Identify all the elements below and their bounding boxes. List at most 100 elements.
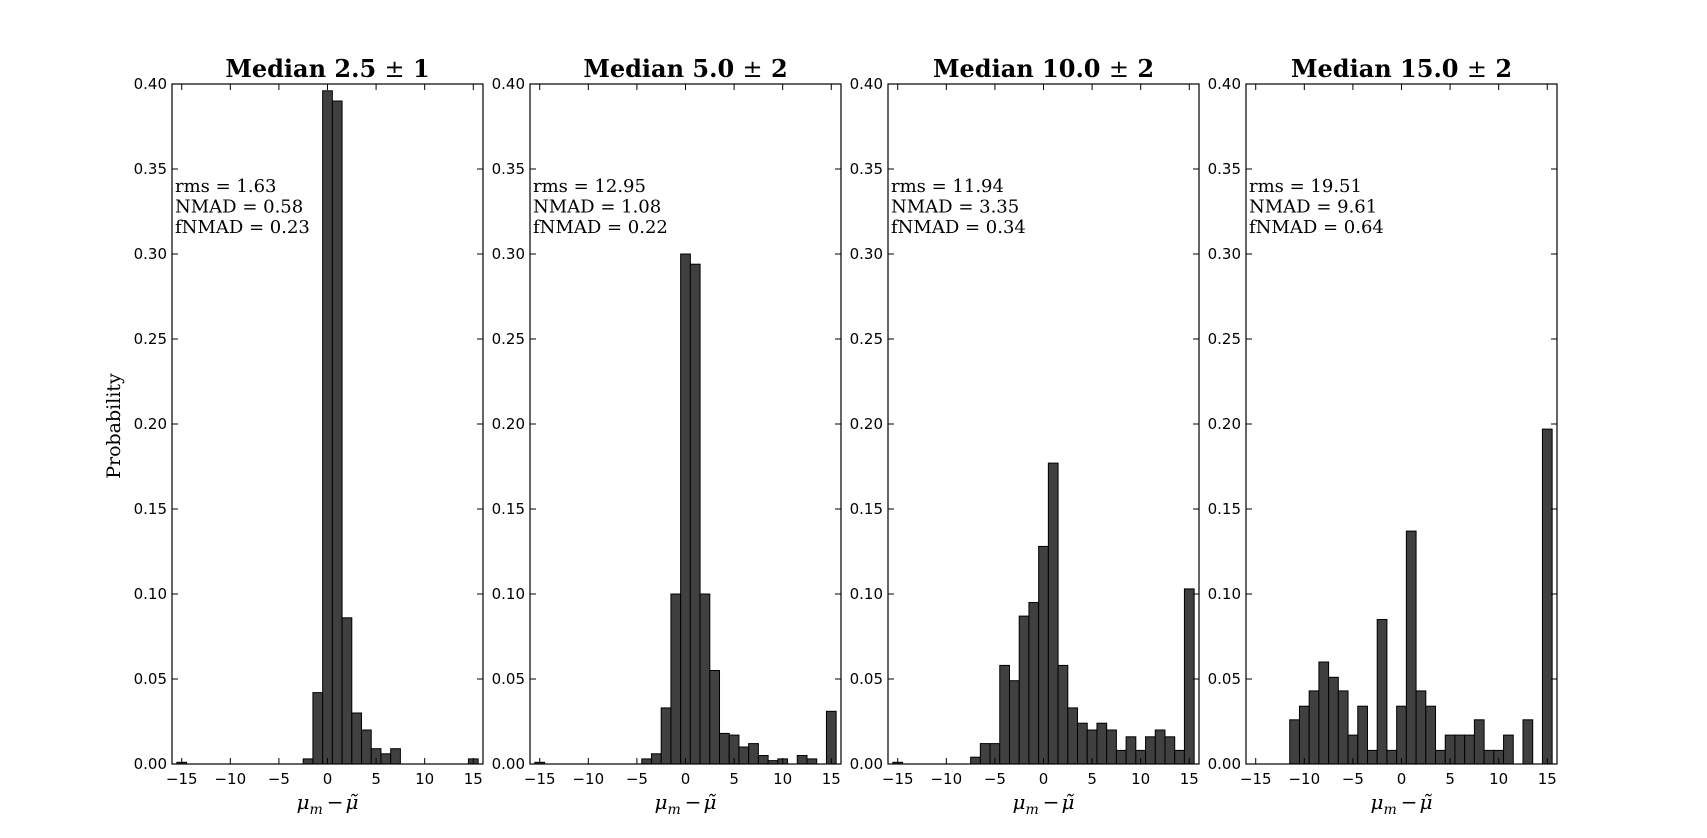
histogram-bar — [1337, 690, 1349, 765]
histogram-bar — [825, 710, 837, 765]
panel-title-main: Median 15.0 — [1291, 54, 1467, 83]
histogram-bar — [1522, 719, 1534, 765]
x-tick-label: 15 — [1538, 770, 1557, 788]
y-tick-label: 0.15 — [1208, 500, 1241, 518]
stats-line-2: NMAD = 9.61 — [1249, 197, 1377, 218]
histogram-bar — [1473, 719, 1485, 765]
histogram-bar — [1483, 749, 1495, 765]
stats-line-2: NMAD = 3.35 — [891, 197, 1019, 218]
y-tick-label: 0.25 — [1208, 330, 1241, 348]
histogram-bar — [1308, 690, 1320, 765]
x-label-symbol: μ — [1012, 790, 1025, 814]
x-tick-label: −5 — [1342, 770, 1364, 788]
panel-title: Median 10.0 ± 2 — [933, 54, 1154, 83]
x-tick-label: −10 — [214, 770, 246, 788]
x-tick-label: 5 — [1087, 770, 1097, 788]
histogram-bar — [757, 755, 769, 765]
y-tick-label: 0.05 — [850, 670, 883, 688]
x-axis-label: μm − μ̃ — [296, 790, 358, 818]
panel-title-pm-value: 2 — [1487, 54, 1512, 83]
histogram-bar — [1328, 676, 1339, 765]
x-tick-label: −10 — [930, 770, 962, 788]
histogram-bar — [1164, 736, 1176, 765]
x-tick-label: 5 — [371, 770, 381, 788]
histogram-bar — [1028, 602, 1040, 765]
x-tick-label: −10 — [572, 770, 604, 788]
x-tick-label: −15 — [882, 770, 914, 788]
y-tick-label: 0.05 — [492, 670, 525, 688]
stats-line-3: fNMAD = 0.23 — [175, 217, 310, 238]
x-label-subscript: m — [309, 802, 322, 818]
y-tick-label: 0.20 — [1208, 415, 1241, 433]
panel-title-main: Median 2.5 — [225, 54, 384, 83]
histogram-bar — [719, 732, 730, 765]
y-tick-label: 0.10 — [1208, 585, 1241, 603]
histogram-bar — [979, 743, 991, 765]
histogram-bar — [361, 729, 372, 765]
stats-line-3: fNMAD = 0.22 — [533, 217, 668, 238]
histogram-bar — [1318, 661, 1330, 765]
y-tick-label: 0.35 — [134, 160, 167, 178]
y-tick-label: 0.00 — [492, 755, 525, 773]
histogram-bar — [1415, 690, 1427, 765]
histogram-bar — [331, 100, 343, 765]
y-tick-label: 0.20 — [850, 415, 883, 433]
histogram-bar — [748, 743, 759, 765]
x-tick-label: −15 — [166, 770, 198, 788]
x-tick-label: 0 — [1397, 770, 1407, 788]
x-tick-label: −15 — [1240, 770, 1272, 788]
x-axis-label: μm − μ̃ — [1370, 790, 1432, 818]
histogram-bar — [660, 707, 672, 765]
histogram-bar — [689, 263, 701, 765]
x-label-tilde-symbol: μ̃ — [346, 790, 359, 814]
y-tick-label: 0.40 — [1208, 75, 1241, 93]
histogram-bar — [680, 253, 691, 765]
histogram-bar — [641, 758, 652, 765]
y-axis-label: Probability — [103, 373, 125, 479]
y-tick-label: 0.00 — [134, 755, 167, 773]
histogram-bar — [351, 712, 363, 765]
histogram-bar — [322, 90, 333, 765]
x-label-minus: − — [685, 790, 702, 814]
y-tick-label: 0.25 — [492, 330, 525, 348]
y-tick-label: 0.05 — [134, 670, 167, 688]
y-tick-label: 0.35 — [850, 160, 883, 178]
y-tick-label: 0.10 — [134, 585, 167, 603]
x-label-symbol: μ — [654, 790, 667, 814]
x-tick-label: 15 — [822, 770, 841, 788]
histogram-bar — [1435, 749, 1446, 765]
panel-title-main: Median 10.0 — [933, 54, 1109, 83]
y-tick-label: 0.40 — [850, 75, 883, 93]
histogram-bar — [1106, 729, 1117, 765]
x-label-minus: − — [1043, 790, 1060, 814]
panel-title-pm: ± — [1109, 55, 1129, 83]
histogram-bar — [1298, 705, 1310, 765]
y-tick-label: 0.30 — [134, 245, 167, 263]
histogram-bar — [1047, 462, 1059, 765]
stats-line-2: NMAD = 0.58 — [175, 197, 303, 218]
panel-title-main: Median 5.0 — [583, 54, 742, 83]
x-label-subscript: m — [667, 802, 680, 818]
histogram-bar — [1067, 707, 1079, 765]
histogram-bar — [1425, 705, 1437, 765]
stats-line-1: rms = 1.63 — [175, 176, 277, 197]
x-tick-label: 10 — [415, 770, 434, 788]
x-tick-label: −10 — [1288, 770, 1320, 788]
histogram-bar — [1077, 722, 1088, 765]
x-tick-label: −5 — [268, 770, 290, 788]
x-tick-label: 15 — [1180, 770, 1199, 788]
x-label-symbol: μ — [1370, 790, 1383, 814]
histogram-panel-3: 0.000.050.100.150.200.250.300.350.40−15−… — [850, 54, 1200, 818]
x-label-tilde-symbol: μ̃ — [1420, 790, 1433, 814]
x-tick-label: 5 — [729, 770, 739, 788]
y-tick-label: 0.35 — [1208, 160, 1241, 178]
y-tick-label: 0.30 — [492, 245, 525, 263]
histogram-bar — [1008, 680, 1020, 765]
histogram-bar — [650, 753, 662, 765]
x-label-subscript: m — [1383, 802, 1396, 818]
histogram-bar — [1018, 615, 1030, 765]
y-tick-label: 0.35 — [492, 160, 525, 178]
panel-title-pm-value: 2 — [1129, 54, 1154, 83]
y-tick-label: 0.10 — [492, 585, 525, 603]
stats-line-1: rms = 19.51 — [1249, 176, 1362, 197]
